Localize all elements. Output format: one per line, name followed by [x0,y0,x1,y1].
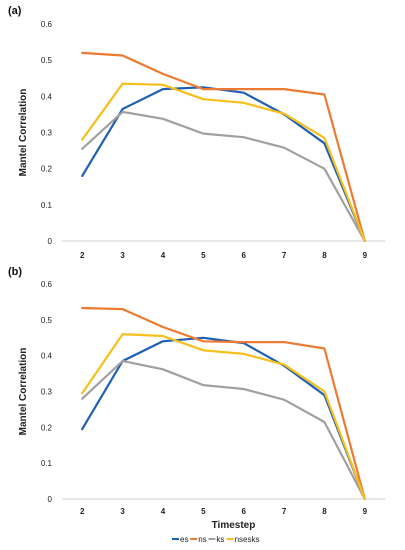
y-tick-label: 0.4 [41,352,53,361]
y-tick-label: 0.4 [41,92,53,101]
x-tick-label: 2 [80,251,85,260]
x-tick-label: 6 [241,507,246,516]
y-tick-label: 0.3 [41,129,53,138]
x-tick-label: 9 [363,251,368,260]
legend-label-ns: ns [198,535,206,544]
series-line-ns [81,51,366,243]
chart-panel-1: (a) 0 0.1 0.2 0.3 0.4 0.5 0.6 2 3 4 5 6 7 8 9 Mantel Cor… [8,5,385,260]
series-line-nsesks [81,82,366,243]
legend-item-ns: ns [190,535,207,544]
x-tick-label: 3 [120,507,125,516]
series-line-ks [81,110,366,243]
y-tick-label: 0.2 [41,165,53,174]
y-tick-label: 0.5 [41,56,53,65]
y-tick-label: 0.6 [41,20,53,29]
legend-label-es: es [180,535,188,544]
series-line-ks [81,359,366,501]
y-tick-label: 0.5 [41,316,53,325]
chart-panel-2: (b) 0 0.1 0.2 0.3 0.4 0.5 0.6 2 3 4 5 6 7 8 9 Mantel Cor… [8,266,385,531]
x-axis-title: Timestep [212,520,256,531]
legend-label-nsesks: nsesks [235,535,260,544]
y-tick-label: 0 [48,237,53,246]
x-tick-label: 9 [363,507,368,516]
x-tick-label: 6 [241,251,246,260]
x-tick-label: 5 [201,251,206,260]
y-tick-label: 0.2 [41,423,53,432]
y-tick-label: 0.3 [41,388,53,397]
series-line-ns [81,306,366,501]
y-axis-title: Mantel Correlation [18,348,29,436]
x-tick-label: 8 [322,251,327,260]
series-line-es [81,86,366,243]
y-tick-label: 0 [48,495,53,504]
y-axis-title: Mantel Correlation [18,89,29,177]
legend-item-ks: ks [208,535,224,544]
legend-label-ks: ks [216,535,224,544]
x-tick-label: 7 [282,251,287,260]
y-tick-label: 0.1 [41,201,53,210]
panel-label: (a) [8,5,22,17]
series-line-es [81,336,366,501]
legend-item-es: es [172,535,188,544]
panel-label: (b) [8,266,22,278]
series-line-nsesks [81,333,366,501]
x-tick-label: 2 [80,507,85,516]
x-tick-label: 3 [120,251,125,260]
y-tick-label: 0.6 [41,280,53,289]
x-tick-label: 4 [161,507,166,516]
x-tick-label: 5 [201,507,206,516]
x-tick-label: 8 [322,507,327,516]
y-tick-label: 0.1 [41,459,53,468]
legend-item-nsesks: nsesks [226,535,260,544]
legend: es ns ks nsesks [172,535,260,544]
x-tick-label: 4 [161,251,166,260]
x-tick-label: 7 [282,507,287,516]
